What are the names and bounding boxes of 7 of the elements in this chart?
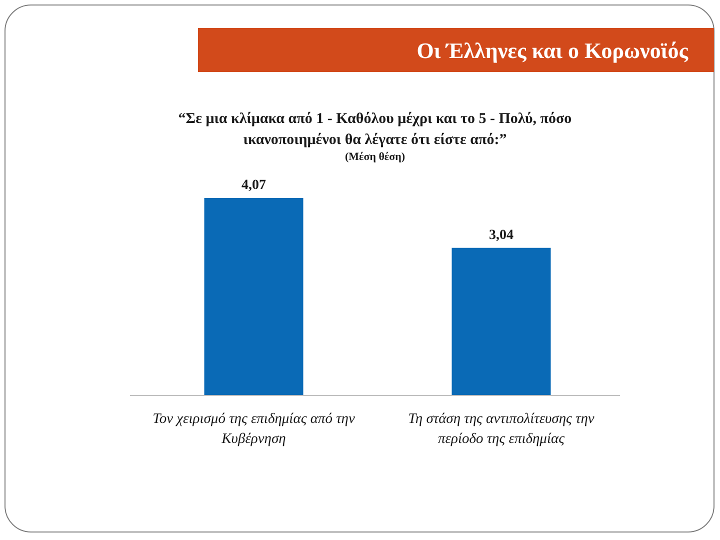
chart-subtitle: “Σε μια κλίμακα από 1 - Καθόλου μέχρι και το 5 - Πολύ, πόσο ικανοποιημένοι θα λέγατε ότι είστε από:” — [178, 111, 572, 148]
chart-title: Οι Έλληνες και ο Κορωνοϊός — [416, 38, 689, 63]
x-tick-label: Τον χειρισμό της επιδημίας από την Κυβέρνηση — [152, 411, 356, 447]
x-tick-label: Τη στάση της αντιπολίτευσης την περίοδο της επιδημίας — [408, 411, 595, 447]
text: (Μέση θέση) — [344, 151, 406, 163]
data-label: 4,07 — [242, 178, 266, 193]
data-label: 3,04 — [489, 228, 514, 243]
